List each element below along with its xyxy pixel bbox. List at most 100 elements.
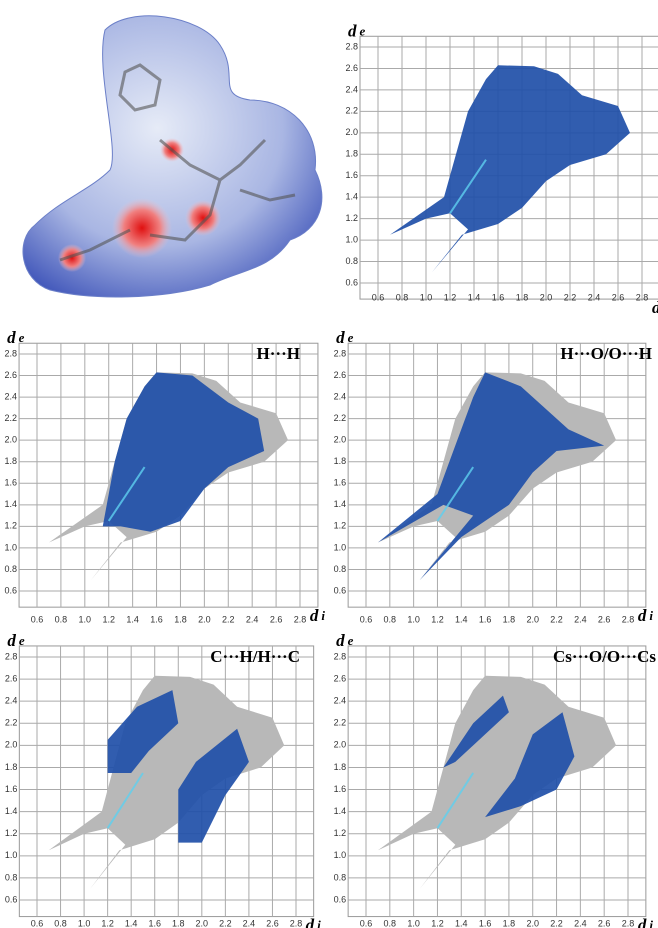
x-tick-label: 0.8 bbox=[55, 614, 68, 624]
y-tick-label: 2.0 bbox=[334, 740, 347, 750]
x-tick-label: 2.2 bbox=[550, 614, 563, 624]
y-tick-label: 1.4 bbox=[334, 806, 347, 816]
axis-symbol: d bbox=[336, 328, 345, 347]
y-tick-label: 0.8 bbox=[334, 564, 347, 574]
axis-subscript: i bbox=[649, 608, 653, 623]
y-tick-label: 1.2 bbox=[334, 521, 347, 531]
axis-subscript: i bbox=[321, 608, 325, 623]
x-tick-label: 1.6 bbox=[492, 292, 505, 302]
x-axis-label: di bbox=[652, 298, 658, 317]
y-tick-label: 0.8 bbox=[345, 256, 358, 266]
axis-symbol: d bbox=[336, 631, 345, 650]
x-tick-label: 0.8 bbox=[54, 918, 67, 928]
y-tick-label: 2.6 bbox=[334, 370, 347, 380]
axis-subscript: i bbox=[317, 918, 321, 928]
y-tick-label: 1.0 bbox=[334, 850, 347, 860]
x-axis-label: di bbox=[310, 606, 326, 625]
y-tick-label: 1.6 bbox=[5, 478, 18, 488]
x-tick-label: 1.8 bbox=[174, 614, 187, 624]
x-tick-label: 2.8 bbox=[622, 918, 635, 928]
plot-title: C···H/H···C bbox=[210, 647, 300, 666]
x-tick-label: 1.2 bbox=[431, 614, 444, 624]
y-tick-label: 1.4 bbox=[5, 806, 18, 816]
x-tick-label: 2.0 bbox=[526, 918, 539, 928]
y-tick-label: 1.2 bbox=[5, 828, 18, 838]
x-tick-label: 1.6 bbox=[479, 918, 492, 928]
x-tick-label: 2.4 bbox=[246, 614, 259, 624]
x-tick-label: 0.6 bbox=[31, 614, 44, 624]
x-tick-label: 1.2 bbox=[431, 918, 444, 928]
y-tick-label: 2.8 bbox=[334, 651, 347, 661]
y-tick-label: 1.8 bbox=[5, 762, 18, 772]
y-tick-label: 0.8 bbox=[5, 564, 18, 574]
y-tick-label: 2.0 bbox=[5, 740, 18, 750]
x-tick-label: 2.0 bbox=[526, 614, 539, 624]
x-tick-label: 1.0 bbox=[79, 614, 92, 624]
y-tick-label: 0.6 bbox=[5, 585, 18, 595]
axis-symbol: d bbox=[7, 328, 16, 347]
y-tick-label: 1.8 bbox=[334, 456, 347, 466]
x-tick-label: 0.6 bbox=[372, 292, 385, 302]
x-tick-label: 2.6 bbox=[612, 292, 625, 302]
x-tick-label: 1.6 bbox=[479, 614, 492, 624]
axis-symbol: d bbox=[306, 915, 315, 928]
axis-subscript: e bbox=[19, 633, 25, 648]
y-tick-label: 2.6 bbox=[5, 370, 18, 380]
y-tick-label: 2.8 bbox=[334, 348, 347, 358]
y-tick-label: 2.2 bbox=[5, 718, 18, 728]
y-tick-label: 2.6 bbox=[5, 673, 18, 683]
x-tick-label: 0.6 bbox=[360, 918, 373, 928]
axis-symbol: d bbox=[7, 631, 16, 650]
y-tick-label: 1.0 bbox=[345, 234, 358, 244]
x-tick-label: 1.8 bbox=[172, 918, 185, 928]
y-tick-label: 2.8 bbox=[345, 41, 358, 51]
y-tick-label: 1.2 bbox=[334, 828, 347, 838]
y-tick-label: 2.0 bbox=[5, 435, 18, 445]
y-tick-label: 2.0 bbox=[334, 435, 347, 445]
y-tick-label: 2.0 bbox=[345, 127, 358, 137]
y-tick-label: 1.0 bbox=[334, 542, 347, 552]
y-axis-label: de bbox=[336, 631, 354, 650]
y-tick-label: 0.6 bbox=[334, 894, 347, 904]
plot-title: H···H bbox=[257, 344, 300, 363]
x-tick-label: 2.0 bbox=[196, 918, 209, 928]
hirshfeld-surface bbox=[23, 16, 322, 297]
x-tick-label: 2.4 bbox=[588, 292, 601, 302]
y-tick-label: 1.2 bbox=[5, 521, 18, 531]
x-tick-label: 0.6 bbox=[31, 918, 44, 928]
x-tick-label: 0.8 bbox=[384, 918, 397, 928]
x-tick-label: 1.0 bbox=[407, 614, 420, 624]
y-tick-label: 1.6 bbox=[334, 784, 347, 794]
x-tick-label: 2.6 bbox=[270, 614, 283, 624]
y-tick-label: 2.2 bbox=[5, 413, 18, 423]
axis-symbol: d bbox=[310, 606, 319, 625]
y-tick-label: 2.4 bbox=[345, 84, 358, 94]
y-tick-label: 1.8 bbox=[345, 149, 358, 159]
y-tick-label: 1.2 bbox=[345, 213, 358, 223]
x-tick-label: 1.6 bbox=[148, 918, 161, 928]
x-tick-label: 2.8 bbox=[622, 614, 635, 624]
y-tick-label: 2.2 bbox=[345, 106, 358, 116]
y-tick-label: 2.4 bbox=[5, 696, 18, 706]
axis-symbol: d bbox=[348, 21, 357, 40]
x-tick-label: 2.2 bbox=[564, 292, 577, 302]
y-tick-label: 0.8 bbox=[5, 872, 18, 882]
y-tick-label: 1.4 bbox=[334, 499, 347, 509]
y-tick-label: 2.2 bbox=[334, 413, 347, 423]
y-tick-label: 1.8 bbox=[334, 762, 347, 772]
x-tick-label: 2.6 bbox=[598, 614, 611, 624]
y-tick-label: 0.6 bbox=[345, 277, 358, 287]
y-tick-label: 1.6 bbox=[5, 784, 18, 794]
y-tick-label: 2.8 bbox=[5, 348, 18, 358]
y-tick-label: 2.4 bbox=[334, 696, 347, 706]
x-tick-label: 2.6 bbox=[266, 918, 279, 928]
y-tick-label: 2.6 bbox=[334, 673, 347, 683]
x-tick-label: 2.2 bbox=[550, 918, 563, 928]
y-tick-label: 2.4 bbox=[5, 391, 18, 401]
